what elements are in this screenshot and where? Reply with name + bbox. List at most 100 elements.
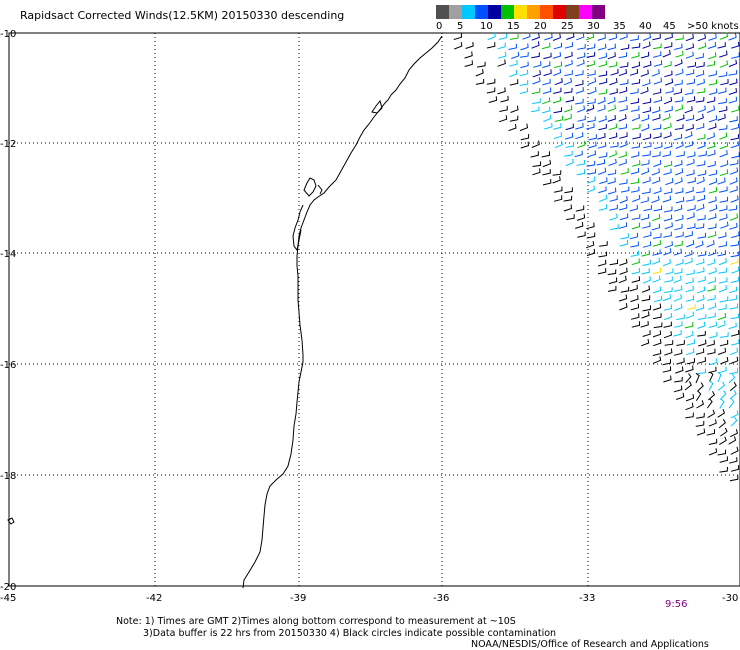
wind-barb [664, 206, 673, 213]
wind-barb [675, 258, 684, 266]
wind-barb [487, 32, 496, 41]
wind-barb [730, 195, 739, 203]
wind-barb [618, 69, 628, 77]
wind-barb [575, 122, 584, 130]
wind-barb [553, 195, 563, 202]
wind-barb [608, 123, 618, 131]
wind-barb [676, 151, 685, 158]
wind-barb [674, 303, 683, 311]
wind-barb [520, 141, 530, 149]
wind-barb [553, 61, 563, 69]
wind-barb [675, 168, 684, 176]
wind-barb [608, 158, 617, 166]
wind-barb [718, 87, 727, 94]
wind-barb [729, 177, 738, 185]
wind-barb [597, 104, 606, 112]
wind-barb [708, 52, 717, 60]
wind-barb [729, 303, 739, 310]
wind-barb [706, 105, 716, 114]
wind-barb [720, 78, 729, 86]
wind-barb [676, 340, 685, 346]
wind-barb [577, 140, 586, 149]
wind-barb [730, 141, 739, 149]
wind-barb [642, 188, 651, 195]
wind-barb [696, 194, 706, 202]
wind-barb [663, 61, 672, 68]
wind-barb [531, 33, 540, 41]
wind-barb [575, 205, 585, 212]
wind-barb [697, 141, 706, 150]
wind-barb [653, 205, 663, 212]
wind-barb [652, 303, 662, 311]
wind-barb [730, 313, 740, 320]
wind-barb [619, 196, 628, 204]
wind-barb [674, 321, 683, 328]
wind-barb [654, 142, 663, 150]
wind-barb [664, 340, 674, 346]
wind-barb [629, 68, 639, 76]
wind-barb [653, 233, 662, 239]
wind-barb [685, 394, 695, 402]
wind-barb [686, 240, 695, 248]
wind-barb [552, 96, 562, 104]
wind-barb [532, 168, 541, 176]
wind-barb [597, 259, 607, 267]
wind-barb [642, 276, 652, 284]
wind-barb [554, 140, 563, 149]
wind-barb [697, 357, 707, 364]
wind-barb [730, 330, 740, 337]
wind-barb [685, 277, 694, 285]
wind-barb [685, 124, 694, 131]
wind-barb [630, 241, 639, 248]
wind-barb [664, 348, 673, 356]
wind-barb [618, 123, 627, 130]
wind-barb [619, 239, 629, 247]
wind-barb [730, 240, 740, 247]
wind-barb [720, 160, 729, 168]
wind-barb [652, 33, 661, 41]
swath-time-label: 9:56 [665, 599, 688, 610]
wind-barb [630, 151, 640, 158]
wind-barb [696, 160, 706, 167]
wind-barb [543, 69, 552, 77]
wind-barb [719, 150, 728, 158]
wind-barb [630, 167, 640, 175]
wind-barb [618, 158, 627, 166]
wind-barb [509, 59, 518, 67]
wind-barb [718, 366, 727, 374]
wind-barb [598, 88, 608, 95]
wind-barb [588, 134, 597, 141]
legend-label: 0 [436, 21, 442, 32]
wind-barb [707, 160, 716, 168]
wind-barb [686, 269, 695, 276]
wind-barb [520, 52, 529, 58]
wind-barb [717, 313, 727, 321]
wind-barb [675, 50, 684, 58]
wind-barb [566, 32, 575, 40]
note-line-1: Note: 1) Times are GMT 2)Times along bot… [116, 616, 516, 627]
wind-barb [597, 142, 607, 149]
wind-barb [564, 150, 573, 157]
wind-barb [729, 167, 739, 175]
wind-barb [663, 142, 673, 149]
wind-barb [684, 250, 693, 258]
wind-barb [531, 140, 540, 148]
wind-barb [706, 142, 716, 150]
legend-swatch [462, 5, 475, 19]
wind-barb [696, 176, 705, 185]
wind-barb [530, 151, 539, 158]
wind-barb [642, 79, 651, 87]
wind-barb [607, 187, 617, 195]
wind-barb [564, 51, 573, 59]
wind-barb [719, 169, 729, 176]
wind-barb [607, 269, 617, 276]
wind-barb [563, 113, 572, 121]
wind-barb [542, 97, 551, 105]
legend-label: 25 [561, 21, 574, 32]
wind-barb [717, 177, 726, 185]
wind-barb [640, 159, 650, 166]
wind-barb [729, 475, 739, 482]
wind-barb [553, 132, 563, 140]
wind-barb [607, 285, 617, 292]
wind-barb [618, 52, 628, 59]
